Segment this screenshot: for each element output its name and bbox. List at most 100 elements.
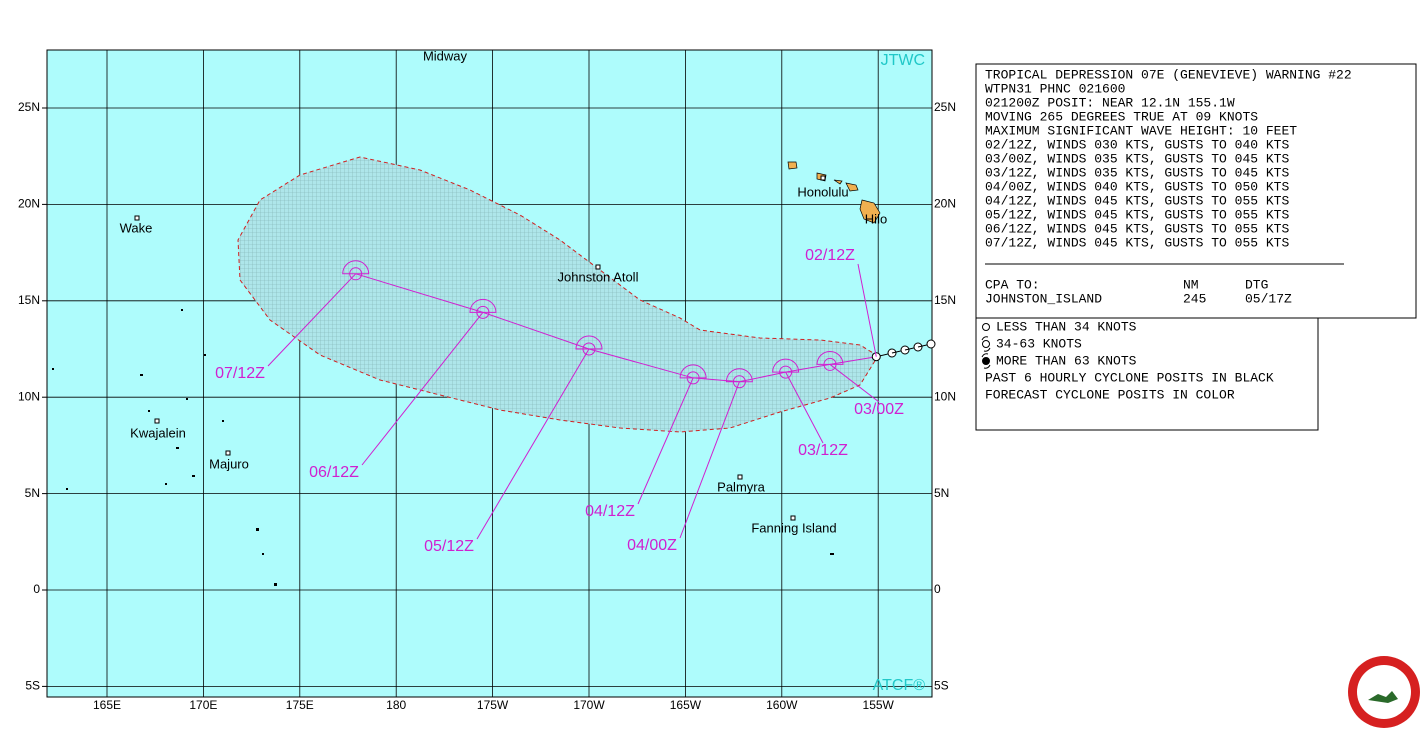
- warning-line: MAXIMUM SIGNIFICANT WAVE HEIGHT: 10 FEET: [985, 123, 1297, 138]
- warning-line: WTPN31 PHNC 021600: [985, 81, 1125, 96]
- cpa-header: CPA TO:: [985, 277, 1040, 292]
- place-marker: [154, 418, 160, 424]
- legend-line: MORE THAN 63 KNOTS: [996, 353, 1137, 368]
- lon-label: 155W: [863, 698, 895, 712]
- wind-radius: [469, 298, 497, 313]
- lat-label: 5N: [934, 486, 949, 500]
- warning-line: 07/12Z, WINDS 045 KTS, GUSTS TO 055 KTS: [985, 235, 1289, 250]
- corner-label: JTWC: [881, 52, 925, 69]
- lon-label: 165W: [670, 698, 702, 712]
- wind-radius: [772, 358, 800, 373]
- place-marker: [595, 264, 601, 270]
- lat-label: 5N: [25, 486, 40, 500]
- forecast-label: 06/12Z: [309, 464, 359, 481]
- forecast-label: 04/12Z: [585, 503, 635, 520]
- lat-label: 20N: [18, 197, 40, 211]
- cpa-header: DTG: [1245, 277, 1268, 292]
- lat-label: 5S: [934, 679, 949, 693]
- place-name: Hilo: [865, 211, 887, 226]
- lat-label: 25N: [934, 100, 956, 114]
- place-name: Kwajalein: [130, 425, 186, 440]
- warning-line: 04/00Z, WINDS 040 KTS, GUSTS TO 050 KTS: [985, 179, 1289, 194]
- cpa-value: 05/17Z: [1245, 291, 1292, 306]
- place-name: Midway: [423, 48, 468, 63]
- legend-line: PAST 6 HOURLY CYCLONE POSITS IN BLACK: [985, 370, 1274, 385]
- label-leader: [637, 377, 694, 505]
- place-marker: [790, 515, 796, 521]
- cpa-value: JOHNSTON_ISLAND: [985, 291, 1102, 306]
- forecast-label: 05/12Z: [424, 538, 474, 555]
- forecast-label: 02/12Z: [805, 247, 855, 264]
- label-leader: [785, 371, 824, 444]
- wind-radius: [575, 335, 603, 350]
- label-leader: [361, 312, 484, 466]
- jtwc-logo: [1348, 656, 1420, 728]
- wind-radius: [816, 350, 844, 365]
- lon-label: 175E: [286, 698, 314, 712]
- warning-box: [975, 63, 1417, 319]
- warning-line: 02/12Z, WINDS 030 KTS, GUSTS TO 040 KTS: [985, 137, 1289, 152]
- place-name: Fanning Island: [751, 520, 836, 535]
- warning-line: 03/00Z, WINDS 035 KTS, GUSTS TO 045 KTS: [985, 151, 1289, 166]
- place-name: Honolulu: [797, 184, 848, 199]
- lon-label: 175W: [477, 698, 509, 712]
- warning-line: 04/12Z, WINDS 045 KTS, GUSTS TO 055 KTS: [985, 193, 1289, 208]
- danger-swath: [237, 156, 879, 433]
- forecast-track: [355, 273, 877, 383]
- lat-label: 10N: [18, 389, 40, 403]
- place-name: Wake: [120, 220, 153, 235]
- label-leader: [476, 348, 590, 540]
- place-name: Majuro: [209, 456, 249, 471]
- past-position: [926, 339, 936, 349]
- lon-label: 180: [386, 698, 406, 712]
- cpa-value: 245: [1183, 291, 1206, 306]
- wind-radius: [725, 368, 753, 383]
- forecast-label: 07/12Z: [215, 365, 265, 382]
- lon-label: 160W: [766, 698, 798, 712]
- legend-box: [975, 317, 1319, 431]
- place-name: Johnston Atoll: [558, 269, 639, 284]
- warning-line: MOVING 265 DEGREES TRUE AT 09 KNOTS: [985, 109, 1258, 124]
- corner-label: ATCF®: [873, 677, 926, 694]
- legend-line: 34-63 KNOTS: [996, 336, 1082, 351]
- legend-line: FORECAST CYCLONE POSITS IN COLOR: [985, 387, 1235, 402]
- wind-radius: [342, 260, 370, 275]
- place-marker: [737, 474, 743, 480]
- warning-line: 03/12Z, WINDS 035 KTS, GUSTS TO 045 KTS: [985, 165, 1289, 180]
- lat-label: 10N: [934, 389, 956, 403]
- wind-radius: [679, 364, 707, 379]
- place-marker: [820, 175, 826, 181]
- label-leader: [857, 263, 877, 357]
- lat-label: 0: [33, 582, 40, 596]
- label-leader: [829, 364, 880, 403]
- lat-label: 15N: [934, 293, 956, 307]
- lat-label: 25N: [18, 100, 40, 114]
- legend-symbols: [981, 323, 991, 369]
- islands: [787, 161, 881, 224]
- place-marker: [225, 450, 231, 456]
- places: Midway Wake Johnston Atoll Honolulu Hilo Kwaj…: [120, 48, 888, 535]
- place-name: Palmyra: [717, 479, 765, 494]
- forecast-label: 04/00Z: [627, 537, 677, 554]
- lon-label: 165E: [93, 698, 121, 712]
- lon-label: 170W: [573, 698, 605, 712]
- atolls: [52, 309, 834, 586]
- lat-label: 0: [934, 582, 941, 596]
- lon-label: 170E: [189, 698, 217, 712]
- warning-line: TROPICAL DEPRESSION 07E (GENEVIEVE) WARN…: [985, 67, 1352, 82]
- lat-label: 15N: [18, 293, 40, 307]
- label-leader: [679, 381, 740, 539]
- lat-label: 20N: [934, 197, 956, 211]
- lat-label: 5S: [25, 679, 40, 693]
- label-leader: [267, 273, 357, 367]
- track: 02/12Z 03/00Z 03/12Z 04/00Z 04/12Z 05/12Z 06/1…: [215, 247, 936, 555]
- warning-line: 06/12Z, WINDS 045 KTS, GUSTS TO 055 KTS: [985, 221, 1289, 236]
- cpa-header: NM: [1183, 277, 1199, 292]
- warning-line: 05/12Z, WINDS 045 KTS, GUSTS TO 055 KTS: [985, 207, 1289, 222]
- legend-line: LESS THAN 34 KNOTS: [996, 319, 1137, 334]
- forecast-label: 03/12Z: [798, 442, 848, 459]
- forecast-label: 03/00Z: [854, 401, 904, 418]
- place-marker: [134, 215, 140, 221]
- warning-line: 021200Z POSIT: NEAR 12.1N 155.1W: [985, 95, 1235, 110]
